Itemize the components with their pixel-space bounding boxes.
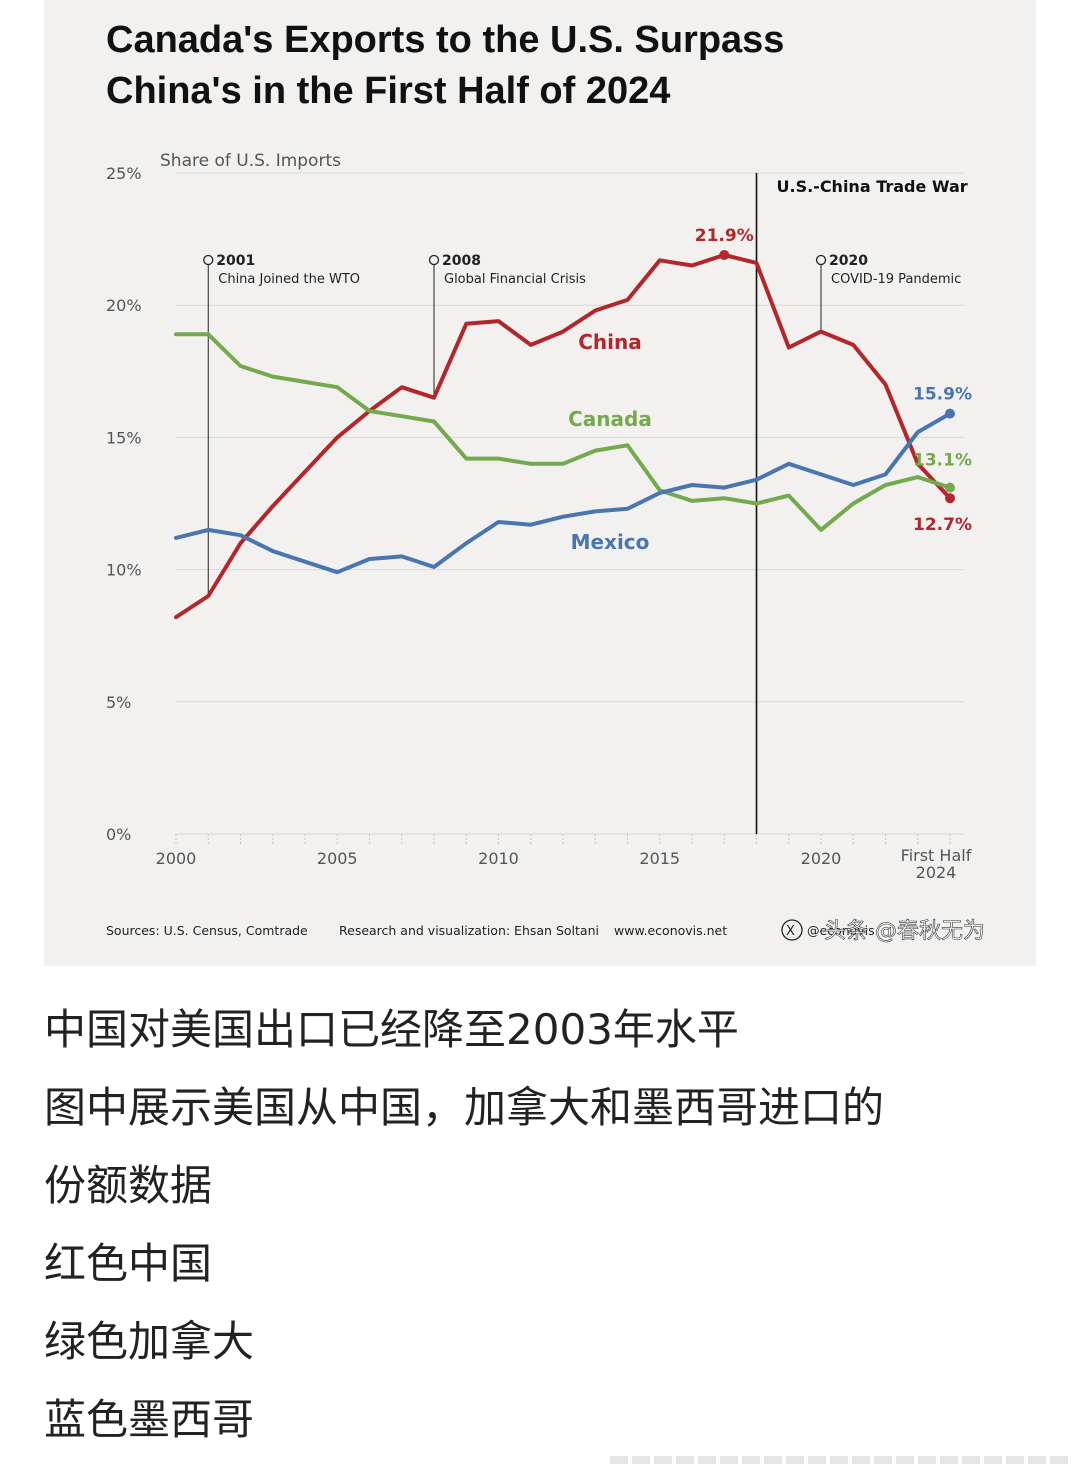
x-logo-icon[interactable]: X bbox=[781, 919, 803, 941]
x-tick-label: 2000 bbox=[156, 849, 197, 868]
caption-line: 份额数据 bbox=[44, 1161, 213, 1210]
series-label-china: China bbox=[578, 330, 642, 354]
x-tick-label: 2005 bbox=[317, 849, 358, 868]
watermark: 头条 @春秋无为 bbox=[824, 919, 985, 944]
annotation-text: Global Financial Crisis bbox=[444, 272, 586, 287]
caption-line: 图中展示美国从中国，加拿大和墨西哥进口的 bbox=[44, 1083, 885, 1132]
annotation-year: 2001 bbox=[216, 253, 255, 269]
series-line-china bbox=[174, 253, 952, 620]
x-tick-label-last: First Half bbox=[901, 846, 972, 865]
series-label-canada: Canada bbox=[568, 407, 652, 431]
chart-card: Canada's Exports to the U.S. Surpass Chi… bbox=[44, 0, 1036, 966]
y-tick-label: 15% bbox=[106, 428, 142, 447]
chart-title-line-1: Canada's Exports to the U.S. Surpass bbox=[106, 19, 784, 61]
trade-war-label: U.S.-China Trade War bbox=[777, 177, 968, 196]
label-layer: 21.9% China Canada Mexico 12.7% 13.1% 15.9% bbox=[568, 226, 972, 554]
caption-line: 红色中国 bbox=[44, 1239, 213, 1288]
y-tick-label: 20% bbox=[106, 296, 142, 315]
y-tick-label: 25% bbox=[106, 164, 142, 183]
y-tick-label: 5% bbox=[106, 693, 131, 712]
footer-site[interactable]: www.econovis.net bbox=[614, 923, 727, 938]
annotation-text: COVID-19 Pandemic bbox=[831, 272, 961, 287]
y-tick-label: 10% bbox=[106, 561, 142, 580]
series-layer bbox=[174, 249, 955, 620]
end-point-canada bbox=[945, 482, 955, 493]
divider bbox=[610, 1456, 1070, 1464]
caption-line: 蓝色墨西哥 bbox=[44, 1395, 255, 1444]
end-label-canada: 13.1% bbox=[913, 451, 972, 471]
svg-text:X: X bbox=[786, 924, 795, 939]
annotation-year: 2008 bbox=[442, 253, 481, 269]
y-tick-label: 0% bbox=[106, 825, 131, 844]
peak-label: 21.9% bbox=[695, 226, 754, 246]
y-axis-label: Share of U.S. Imports bbox=[160, 151, 341, 171]
footer-social[interactable]: @econovis bbox=[807, 923, 875, 938]
x-tick-label: 2010 bbox=[478, 849, 519, 868]
end-label-mexico: 15.9% bbox=[913, 385, 972, 405]
chart-title-line-2: China's in the First Half of 2024 bbox=[106, 70, 670, 112]
x-tick-label: 2020 bbox=[801, 849, 842, 868]
footer-credit: Research and visualization: Ehsan Soltan… bbox=[339, 923, 599, 938]
annotation-marker bbox=[428, 254, 440, 266]
annotation-marker bbox=[815, 254, 827, 266]
caption-line: 绿色加拿大 bbox=[44, 1317, 255, 1366]
footer-sources: Sources: U.S. Census, Comtrade bbox=[106, 923, 308, 938]
series-line-canada bbox=[174, 332, 952, 532]
grid-layer: 0% 5% 10% 15% 20% 25% bbox=[106, 164, 964, 844]
end-point-mexico bbox=[945, 408, 955, 419]
x-tick-label-last: 2024 bbox=[916, 863, 957, 882]
annotation-layer: U.S.-China Trade War 2001 China Joined the… bbox=[203, 173, 968, 834]
caption-line: 中国对美国出口已经降至2003年水平 bbox=[44, 1005, 739, 1054]
end-label-china: 12.7% bbox=[913, 515, 972, 535]
end-point-china bbox=[945, 493, 955, 504]
series-label-mexico: Mexico bbox=[571, 530, 650, 554]
x-tick-label: 2015 bbox=[639, 849, 680, 868]
peak-point bbox=[719, 249, 730, 260]
annotation-marker bbox=[203, 254, 214, 266]
post-caption: 中国对美国出口已经降至2003年水平 图中展示美国从中国，加拿大和墨西哥进口的 … bbox=[44, 996, 1044, 1464]
annotation-year: 2020 bbox=[829, 253, 868, 269]
series-line-mexico bbox=[174, 411, 952, 575]
annotation-text: China Joined the WTO bbox=[218, 272, 360, 287]
line-chart: Canada's Exports to the U.S. Surpass Chi… bbox=[106, 19, 985, 944]
